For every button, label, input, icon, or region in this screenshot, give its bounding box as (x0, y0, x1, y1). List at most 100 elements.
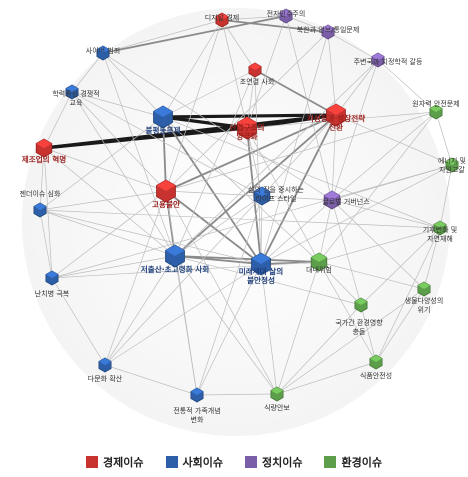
edge-family-multi (104, 364, 198, 396)
edge-foodsec-lowbirth (174, 255, 278, 395)
edge-digital-employ (165, 19, 223, 192)
legend-item-pol: 정치이슈 (245, 454, 302, 470)
node-label-family: 전통적 가족개념 변화 (173, 406, 220, 424)
edge-manuf-employ (43, 147, 167, 192)
node-facet-industry (237, 117, 257, 128)
edge-bio-foodsec (276, 288, 425, 395)
edge-neighbor-lowbirth (174, 59, 379, 257)
edge-digital-industry (221, 19, 248, 129)
node-employ: 고용불안 (152, 179, 180, 209)
node-label-energy: 에너지 및 자원고갈 (438, 156, 466, 174)
node-facet-quality (254, 187, 270, 196)
edge-gender-employ (39, 190, 167, 211)
legend-swatch-soc (165, 456, 178, 468)
edge-nk-growth (327, 31, 337, 116)
node-label-line: 교육 (70, 99, 83, 107)
edge-hazard-foodsec (276, 304, 362, 395)
legend-swatch-env (324, 456, 337, 468)
node-facet-edu (65, 85, 79, 92)
node-manuf: 제조업의 혁명 (22, 138, 66, 164)
edge-hazard-food (360, 304, 377, 363)
legend-item-soc: 사회이슈 (165, 454, 223, 470)
edge-quality-industry (246, 127, 263, 197)
node-growth: 저성장과 성장전략 전환 (307, 103, 366, 132)
node-label-gender: 젠더이슈 심화 (20, 189, 61, 198)
edge-climate-food (375, 227, 441, 363)
node-label-foodsec: 식량안보 (264, 403, 290, 412)
node-facet-cyber (96, 46, 110, 53)
node-label-digital: 디지털 경제 (205, 13, 239, 22)
edge-gender-climate (39, 209, 441, 229)
node-facet-gender (33, 203, 47, 210)
edge-edu-quality (71, 91, 263, 197)
edge-energy-future (260, 164, 453, 265)
node-facet-global (324, 191, 340, 200)
node-facet-digital (215, 13, 229, 20)
edge-industry-conflict (246, 127, 320, 263)
legend-label-pol: 정치이슈 (262, 456, 303, 469)
node-lowbirth: 저출산·초고령화 사회 (141, 244, 209, 274)
edge-aging-inequality (162, 69, 256, 118)
node-label-quality: 삶의 질을 중시하는 라이프 스타일 (248, 185, 305, 203)
node-label-line: 에너지 및 (438, 156, 466, 165)
edge-digital-cyber (102, 19, 223, 54)
edge-foodsec-future (260, 263, 278, 395)
node-multi: 다문화 확산 (88, 357, 123, 383)
edge-multi-future (104, 263, 262, 366)
edge-multi-employ (104, 190, 167, 366)
node-label-democracy: 전자민주주의 (267, 9, 306, 18)
node-facet-multi (98, 358, 112, 365)
edge-nuclear-global (331, 111, 437, 201)
edge-neighbor-global (331, 59, 379, 201)
edge-hazard-conflict (318, 261, 362, 306)
node-label-line: 저성장과 성장전략 (307, 113, 366, 123)
node-label-line: 변화 (191, 416, 204, 424)
edge-edu-lowbirth (71, 91, 176, 257)
node-label-line: 식품안전성 (360, 371, 392, 380)
node-label-inequality: 불평등문제 (146, 125, 181, 135)
node-nk: 북한과 안보/통일문제 (297, 24, 359, 40)
node-label-line: 자원고갈 (439, 165, 465, 174)
node-label-growth: 저성장과 성장전략 전환 (307, 113, 366, 132)
node-label-line: 학력중심 경쟁적 (52, 89, 99, 98)
edge-gender-manuf (39, 147, 45, 211)
legend-label-soc: 사회이슈 (182, 456, 223, 469)
node-conflict: 대내위험 (306, 252, 332, 274)
edge-foodsec-family (196, 393, 278, 396)
node-energy: 에너지 및 자원고갈 (438, 156, 466, 174)
edge-hazard-global (331, 199, 362, 306)
node-global: 글로벌 거버넌스 (322, 190, 370, 210)
edge-hazard-lowbirth (174, 255, 362, 306)
node-label-line: 고용불안 (152, 199, 180, 209)
edge-global-conflict (318, 199, 333, 263)
edge-inequality-growth (161, 113, 338, 119)
legend-item-env: 환경이슈 (324, 454, 382, 470)
node-food: 식품안전성 (360, 354, 392, 380)
edge-nk-future (260, 31, 329, 265)
edge-quality-lowbirth (174, 195, 263, 257)
node-label-global: 글로벌 거버넌스 (322, 197, 370, 206)
node-cyber: 사이버 범죄 (86, 45, 120, 61)
edge-climate-global (331, 199, 441, 229)
node-label-line: 라이프 스타일 (256, 194, 297, 203)
node-facet-inequality (153, 106, 173, 117)
edge-layer (39, 15, 453, 396)
node-label-line: 산업구조의 (230, 122, 265, 132)
node-label-line: 다문화 확산 (88, 374, 123, 383)
edge-foodsec-employ (165, 190, 278, 395)
node-facet-future (251, 253, 271, 264)
edge-cyber-inequality (102, 52, 164, 118)
edge-food-foodsec (276, 361, 377, 395)
edge-neighbor-growth (335, 59, 379, 116)
node-democracy: 전자민주주의 (267, 8, 306, 24)
legend-item-econ: 경제이슈 (86, 454, 144, 470)
edge-edu-employ (71, 91, 167, 192)
edge-lowbirth-conflict (174, 255, 320, 263)
edge-multi-quality (104, 195, 263, 366)
node-label-line: 삶의 질을 중시하는 (248, 185, 305, 194)
node-facet-foodsec (270, 387, 284, 394)
node-neighbor: 주변국과 지정학적 갈등 (354, 52, 423, 68)
node-bio: 생물다양성의 위기 (405, 281, 443, 314)
node-label-poverty: 난치병 극복 (35, 289, 70, 298)
edge-digital-nk (221, 19, 329, 33)
